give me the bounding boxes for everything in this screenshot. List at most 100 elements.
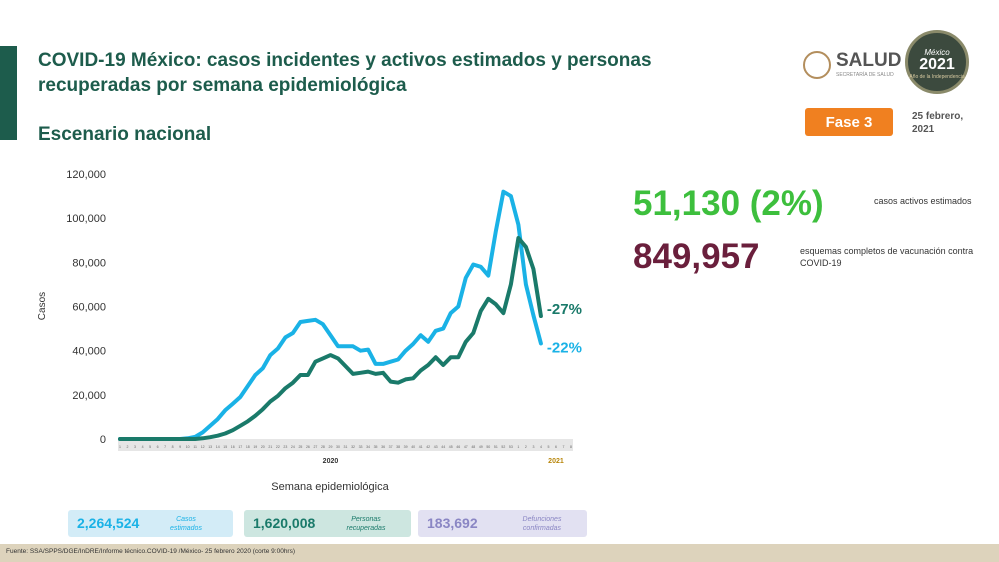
vaccine-value: 849,957 [633, 237, 760, 276]
x-tick-label: 21 [268, 445, 272, 449]
report-date: 25 febrero, 2021 [912, 111, 964, 135]
vaccine-label: esquemas completos de vacunación contra … [800, 246, 974, 268]
x-tick-label: 3 [532, 445, 534, 449]
x-tick-label: 5 [149, 445, 151, 449]
salud-logo-subtext: SECRETARÍA DE SALUD [836, 72, 894, 78]
x-tick-label: 14 [216, 445, 220, 449]
x-tick-label: 42 [426, 445, 430, 449]
x-tick-label: 6 [157, 445, 159, 449]
y-axis-label: Casos [37, 292, 48, 320]
x-tick-label: 10 [186, 445, 190, 449]
phase-badge: Fase 3 [805, 108, 893, 136]
x-tick-label: 1 [119, 445, 121, 449]
stat-label: Defunciones confirmadas [522, 516, 562, 532]
x-tick-label: 6 [555, 445, 557, 449]
x-tick-label: 5 [547, 445, 549, 449]
x-tick-label: 45 [449, 445, 453, 449]
x-tick-label: 46 [456, 445, 460, 449]
y-tick-label: 60,000 [72, 302, 106, 314]
x-tick-label: 20 [261, 445, 265, 449]
x-tick-label: 7 [563, 445, 565, 449]
x-tick-label: 30 [336, 445, 340, 449]
x-tick-label: 38 [396, 445, 400, 449]
x-tick-label: 41 [419, 445, 423, 449]
x-axis-band [118, 439, 573, 451]
x-tick-label: 53 [509, 445, 513, 449]
x-tick-label: 9 [179, 445, 181, 449]
x-tick-label: 13 [208, 445, 212, 449]
x-tick-label: 37 [389, 445, 393, 449]
stat-card-deaths: 183,692 Defunciones confirmadas [418, 510, 587, 537]
x-tick-label: 49 [479, 445, 483, 449]
x-tick-label: 28 [321, 445, 325, 449]
x-tick-label: 35 [374, 445, 378, 449]
salud-logo-text: SALUD [836, 50, 902, 71]
stat-value: 2,264,524 [77, 515, 140, 531]
y-tick-label: 0 [100, 434, 106, 446]
footer-bar: Fuente: SSA/SPPS/DGE/InDRE/Informe técni… [0, 544, 999, 562]
x-tick-label: 15 [223, 445, 227, 449]
x-tick-label: 33 [359, 445, 363, 449]
x-tick-label: 8 [570, 445, 572, 449]
x-tick-label: 8 [172, 445, 174, 449]
active-cases-value: 51,130 (2%) [633, 184, 824, 223]
x-tick-label: 1 [517, 445, 519, 449]
x-tick-label: 27 [313, 445, 317, 449]
x-tick-label: 50 [486, 445, 490, 449]
salud-logo: SALUD SECRETARÍA DE SALUD [803, 50, 902, 82]
stat-card-recovered: 1,620,008 Personas recuperadas [244, 510, 411, 537]
x-tick-label: 4 [540, 445, 542, 449]
x-tick-label: 3 [134, 445, 136, 449]
emblem-line1: México [924, 48, 950, 57]
year-label: 2020 [323, 458, 339, 465]
y-tick-label: 20,000 [72, 390, 106, 402]
x-tick-label: 7 [164, 445, 166, 449]
x-tick-label: 18 [246, 445, 250, 449]
x-tick-label: 24 [291, 445, 295, 449]
stat-label: Casos estimados [170, 516, 202, 532]
y-tick-label: 40,000 [72, 346, 106, 358]
y-tick-label: 80,000 [72, 257, 106, 269]
accent-bar [0, 46, 17, 140]
stat-label: Personas recuperadas [346, 516, 386, 532]
x-tick-label: 31 [344, 445, 348, 449]
x-tick-label: 23 [283, 445, 287, 449]
y-tick-label: 100,000 [66, 213, 106, 225]
x-tick-label: 19 [253, 445, 257, 449]
x-tick-label: 32 [351, 445, 355, 449]
x-tick-label: 43 [434, 445, 438, 449]
x-tick-label: 47 [464, 445, 468, 449]
active-cases-label: casos activos estimados [874, 196, 972, 206]
x-tick-label: 44 [441, 445, 445, 449]
mexico-2021-emblem: México 2021 Año de la Independencia [905, 30, 969, 94]
stat-value: 183,692 [427, 515, 478, 531]
seal-icon [803, 51, 831, 79]
source-note: Fuente: SSA/SPPS/DGE/InDRE/Informe técni… [6, 548, 296, 555]
x-tick-label: 16 [231, 445, 235, 449]
incident-change-label: -22% [547, 339, 582, 356]
x-tick-label: 39 [404, 445, 408, 449]
x-tick-label: 36 [381, 445, 385, 449]
x-tick-label: 40 [411, 445, 415, 449]
x-tick-label: 48 [471, 445, 475, 449]
page-subtitle: Escenario nacional [38, 124, 212, 145]
year-label: 2021 [548, 458, 564, 465]
x-tick-label: 29 [329, 445, 333, 449]
x-tick-label: 52 [501, 445, 505, 449]
x-tick-label: 22 [276, 445, 280, 449]
x-tick-label: 2 [127, 445, 129, 449]
cases-chart: 0 20,000 40,000 60,000 80,000 100,000 120,000 1… [37, 169, 582, 493]
x-axis-label: Semana epidemiológica [271, 481, 389, 493]
x-tick-label: 51 [494, 445, 498, 449]
x-tick-label: 12 [201, 445, 205, 449]
x-tick-label: 34 [366, 445, 370, 449]
x-tick-label: 11 [193, 445, 197, 449]
x-tick-label: 4 [142, 445, 144, 449]
stat-value: 1,620,008 [253, 515, 316, 531]
x-tick-label: 26 [306, 445, 310, 449]
stat-card-estimated: 2,264,524 Casos estimados [68, 510, 233, 537]
x-tick-label: 2 [525, 445, 527, 449]
active-change-label: -27% [547, 301, 582, 318]
emblem-year: 2021 [919, 56, 955, 73]
active-cases-line [118, 236, 543, 441]
